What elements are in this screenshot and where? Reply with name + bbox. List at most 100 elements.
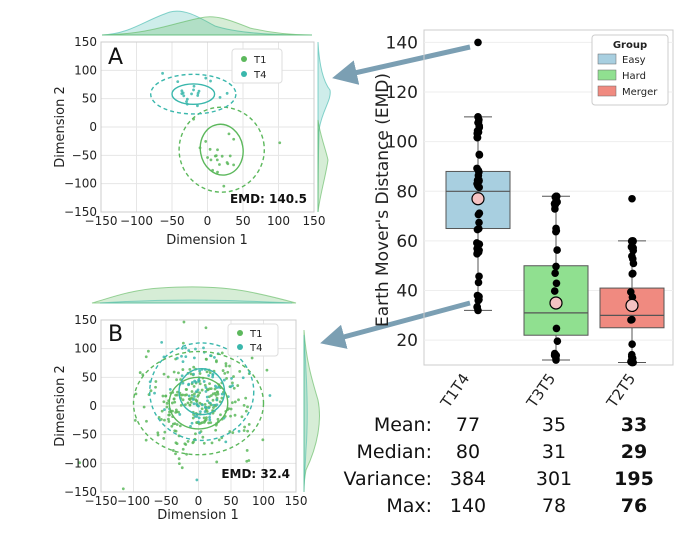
data-point-t1 bbox=[218, 163, 221, 166]
stats-row-mean: Mean: 77 35 33 bbox=[352, 414, 672, 440]
data-point-t1 bbox=[242, 429, 246, 432]
data-point-t4 bbox=[180, 346, 184, 350]
data-point-t1 bbox=[194, 432, 197, 436]
data-point-t1 bbox=[232, 163, 236, 167]
data-point-t1 bbox=[174, 410, 178, 414]
data-point-t4 bbox=[163, 408, 166, 411]
panel-a-letter: A bbox=[108, 45, 123, 70]
confidence-ellipse-t1 bbox=[178, 106, 265, 193]
data-point-t1 bbox=[203, 383, 207, 387]
panel-b-top-marginal bbox=[91, 286, 297, 304]
data-point-t4 bbox=[180, 89, 184, 93]
data-point-t1 bbox=[209, 158, 213, 162]
data-point-t1 bbox=[144, 355, 148, 359]
data-point-t1 bbox=[177, 462, 181, 466]
strip-point-easy bbox=[473, 176, 482, 184]
data-point-t1 bbox=[215, 460, 219, 464]
strip-point-easy bbox=[475, 218, 483, 227]
data-point-t4 bbox=[191, 398, 195, 401]
data-point-t1 bbox=[163, 418, 166, 422]
y-tick-label: −100 bbox=[64, 177, 97, 191]
x-tick-label: −150 bbox=[85, 494, 118, 508]
y-tick-label: 150 bbox=[74, 313, 97, 327]
data-point-t1 bbox=[182, 320, 186, 324]
strip-point-easy bbox=[475, 168, 483, 176]
boxplot-boxes bbox=[445, 38, 665, 367]
data-point-t1 bbox=[240, 415, 244, 419]
data-point-t4 bbox=[203, 410, 207, 413]
legend-merger-swatch bbox=[597, 85, 617, 97]
strip-point-merger bbox=[629, 244, 637, 252]
y-tick-label: 50 bbox=[82, 370, 97, 384]
data-point-t4 bbox=[181, 91, 185, 95]
stats-value: 35 bbox=[541, 414, 567, 436]
data-point-t4 bbox=[241, 376, 245, 380]
data-point-t1 bbox=[174, 452, 177, 456]
stats-label: Mean: bbox=[373, 414, 432, 436]
data-point-t1 bbox=[207, 421, 211, 425]
data-point-t1 bbox=[156, 431, 160, 435]
data-point-t1 bbox=[211, 398, 215, 402]
panel-a-top-marginal bbox=[101, 10, 313, 36]
data-point-t1 bbox=[205, 370, 209, 374]
data-point-t1 bbox=[244, 409, 248, 413]
x-tick-label: 0 bbox=[204, 214, 212, 228]
mean-marker-hard bbox=[549, 296, 563, 310]
y-tick-label: 80 bbox=[396, 182, 418, 202]
data-point-t4 bbox=[211, 375, 215, 379]
data-point-t1 bbox=[204, 326, 208, 330]
data-point-t1 bbox=[208, 382, 211, 385]
x-tick-label: −150 bbox=[85, 214, 118, 228]
strip-point-hard bbox=[551, 269, 559, 277]
strip-point-merger bbox=[628, 340, 636, 349]
data-point-t4 bbox=[191, 381, 194, 384]
data-point-t1 bbox=[176, 390, 179, 394]
data-point-t1 bbox=[181, 398, 185, 402]
data-point-t4 bbox=[211, 373, 215, 376]
data-point-t4 bbox=[230, 376, 233, 380]
confidence-ellipse-t1 bbox=[168, 376, 229, 430]
x-tick-label: 100 bbox=[252, 494, 275, 508]
data-point-t4 bbox=[206, 399, 209, 403]
panel-a-xlabel: Dimension 1 bbox=[166, 233, 248, 248]
data-point-t1 bbox=[192, 384, 196, 388]
data-point-t1 bbox=[224, 364, 228, 368]
x-tick-label: −50 bbox=[153, 494, 178, 508]
data-point-t1 bbox=[167, 417, 170, 421]
stats-value-best: 76 bbox=[620, 495, 648, 517]
data-point-t4 bbox=[192, 356, 196, 360]
data-point-t4 bbox=[220, 392, 224, 396]
y-tick-label: −150 bbox=[64, 485, 97, 499]
data-point-t4 bbox=[193, 394, 196, 398]
boxplot: 20 40 60 80 100 120 140 Earth Mover's Distance… bbox=[373, 29, 674, 412]
y-tick-label: 140 bbox=[386, 33, 418, 53]
data-point-t1 bbox=[156, 433, 160, 437]
data-point-t4 bbox=[180, 354, 183, 358]
y-tick-label: −50 bbox=[72, 428, 97, 442]
data-point-t1 bbox=[185, 452, 188, 456]
strip-point-easy bbox=[473, 239, 481, 247]
stats-value: 384 bbox=[449, 468, 487, 490]
data-point-t4 bbox=[207, 406, 211, 410]
data-point-t4 bbox=[204, 390, 208, 393]
strip-point-merger bbox=[628, 358, 636, 367]
data-point-t1 bbox=[213, 154, 217, 158]
data-point-t1 bbox=[154, 380, 158, 383]
data-point-t1 bbox=[138, 371, 142, 374]
strip-point-easy bbox=[474, 128, 482, 137]
data-point-t1 bbox=[203, 419, 207, 423]
legend-hard-swatch bbox=[597, 69, 617, 81]
data-point-t4 bbox=[190, 421, 194, 425]
data-point-t4 bbox=[225, 91, 229, 95]
data-point-t1 bbox=[206, 388, 210, 392]
stats-row-variance: Variance: 384 301 195 bbox=[344, 468, 672, 494]
y-tick-label: 0 bbox=[89, 399, 97, 413]
data-point-t1 bbox=[188, 403, 192, 407]
data-point-t1 bbox=[183, 442, 187, 446]
legend-t1-marker bbox=[241, 56, 247, 62]
data-point-t1 bbox=[246, 405, 249, 409]
data-point-t4 bbox=[198, 431, 202, 435]
panel-b: B −150 −100 −50 0 50 100 150−150−100−500501001… bbox=[53, 286, 320, 523]
data-point-t1 bbox=[211, 392, 215, 396]
